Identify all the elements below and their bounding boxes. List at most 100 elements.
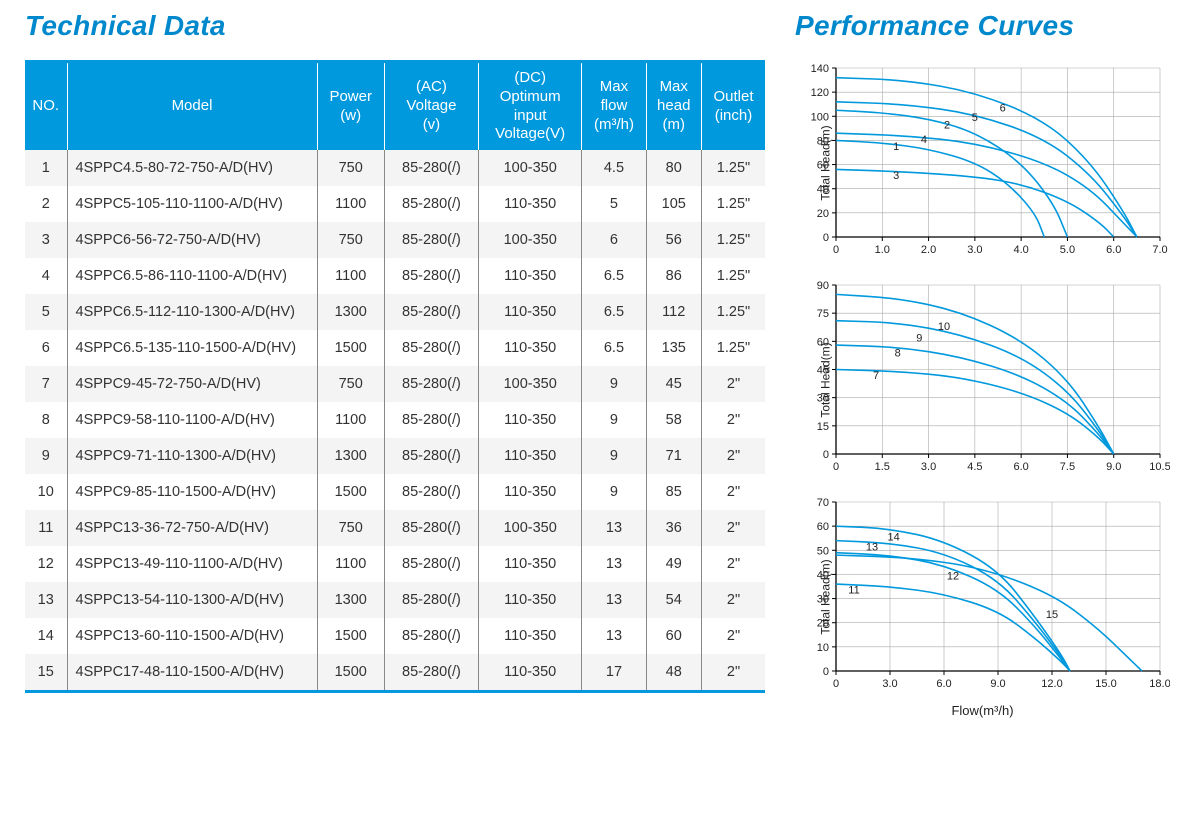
svg-text:9.0: 9.0 [990,678,1005,690]
cell-ac: 85-280(/) [384,654,478,692]
cell-power: 1500 [317,618,384,654]
svg-text:5.0: 5.0 [1060,244,1075,256]
svg-text:10.5: 10.5 [1149,461,1170,473]
table-row: 144SPPC13-60-110-1500-A/D(HV)150085-280(… [25,618,765,654]
cell-model: 4SPPC13-54-110-1300-A/D(HV) [67,582,317,618]
cell-ac: 85-280(/) [384,150,478,186]
svg-text:70: 70 [817,497,829,509]
cell-model: 4SPPC9-58-110-1100-A/D(HV) [67,402,317,438]
svg-text:20: 20 [817,208,829,220]
cell-flow: 6.5 [582,258,646,294]
svg-text:2.0: 2.0 [921,244,936,256]
chart-p2: 015304560759001.53.04.56.07.59.010.57891… [790,277,1170,482]
cell-ac: 85-280(/) [384,366,478,402]
cell-ac: 85-280(/) [384,330,478,366]
cell-dc: 110-350 [478,402,581,438]
cell-dc: 110-350 [478,654,581,692]
cell-power: 1500 [317,474,384,510]
cell-outlet: 2" [701,510,765,546]
cell-head: 58 [646,402,701,438]
cell-model: 4SPPC17-48-110-1500-A/D(HV) [67,654,317,692]
cell-power: 750 [317,150,384,186]
cell-dc: 110-350 [478,474,581,510]
cell-power: 1500 [317,654,384,692]
cell-dc: 110-350 [478,546,581,582]
cell-flow: 6.5 [582,294,646,330]
cell-outlet: 2" [701,618,765,654]
cell-ac: 85-280(/) [384,294,478,330]
svg-text:1.5: 1.5 [875,461,890,473]
cell-head: 86 [646,258,701,294]
curve-2 [836,110,1067,237]
svg-text:6.0: 6.0 [1013,461,1028,473]
col-header-outlet: Outlet(inch) [701,62,765,151]
cell-flow: 6 [582,222,646,258]
svg-text:0: 0 [833,461,839,473]
svg-text:120: 120 [811,87,829,99]
cell-power: 750 [317,222,384,258]
cell-outlet: 2" [701,546,765,582]
table-row: 114SPPC13-36-72-750-A/D(HV)75085-280(/)1… [25,510,765,546]
cell-dc: 100-350 [478,366,581,402]
cell-no: 5 [25,294,67,330]
cell-no: 6 [25,330,67,366]
svg-text:7.0: 7.0 [1152,244,1167,256]
cell-flow: 13 [582,582,646,618]
cell-model: 4SPPC13-49-110-1100-A/D(HV) [67,546,317,582]
cell-model: 4SPPC13-60-110-1500-A/D(HV) [67,618,317,654]
svg-text:2: 2 [944,119,950,131]
cell-power: 750 [317,510,384,546]
cell-model: 4SPPC13-36-72-750-A/D(HV) [67,510,317,546]
table-title: Technical Data [25,10,765,42]
cell-head: 85 [646,474,701,510]
col-header-power: Power(w) [317,62,384,151]
cell-dc: 100-350 [478,510,581,546]
chart-wrap-p3: Total Head(m)01020304050607003.06.09.012… [790,494,1175,699]
table-row: 54SPPC6.5-112-110-1300-A/D(HV)130085-280… [25,294,765,330]
cell-head: 54 [646,582,701,618]
svg-text:15: 15 [1046,609,1058,621]
cell-model: 4SPPC6-56-72-750-A/D(HV) [67,222,317,258]
svg-text:6: 6 [1000,102,1006,114]
table-row: 34SPPC6-56-72-750-A/D(HV)75085-280(/)100… [25,222,765,258]
cell-dc: 100-350 [478,222,581,258]
cell-model: 4SPPC9-71-110-1300-A/D(HV) [67,438,317,474]
svg-text:7: 7 [873,370,879,382]
svg-text:4: 4 [921,134,927,146]
cell-power: 1300 [317,582,384,618]
technical-data-table: NO.ModelPower(w)(AC)Voltage(v)(DC)Optimu… [25,60,765,693]
svg-text:0: 0 [833,244,839,256]
table-row: 154SPPC17-48-110-1500-A/D(HV)150085-280(… [25,654,765,692]
cell-no: 12 [25,546,67,582]
cell-ac: 85-280(/) [384,438,478,474]
cell-head: 56 [646,222,701,258]
charts-title: Performance Curves [795,10,1175,42]
svg-text:15: 15 [817,421,829,433]
col-header-dc: (DC)OptimuminputVoltage(V) [478,62,581,151]
svg-text:0: 0 [823,232,829,244]
chart-p1: 02040608010012014001.02.03.04.05.06.07.0… [790,60,1170,265]
cell-model: 4SPPC9-85-110-1500-A/D(HV) [67,474,317,510]
table-row: 104SPPC9-85-110-1500-A/D(HV)150085-280(/… [25,474,765,510]
performance-curves-section: Performance Curves Total Head(m)02040608… [790,10,1175,718]
svg-text:9.0: 9.0 [1106,461,1121,473]
cell-no: 3 [25,222,67,258]
svg-text:15.0: 15.0 [1095,678,1116,690]
cell-dc: 110-350 [478,330,581,366]
cell-model: 4SPPC6.5-135-110-1500-A/D(HV) [67,330,317,366]
svg-text:0: 0 [823,449,829,461]
cell-no: 8 [25,402,67,438]
technical-data-section: Technical Data NO.ModelPower(w)(AC)Volta… [25,10,765,718]
cell-outlet: 1.25" [701,330,765,366]
cell-power: 1100 [317,546,384,582]
cell-ac: 85-280(/) [384,474,478,510]
svg-text:140: 140 [811,63,829,75]
cell-no: 14 [25,618,67,654]
cell-flow: 9 [582,402,646,438]
cell-power: 1100 [317,402,384,438]
svg-text:100: 100 [811,111,829,123]
cell-no: 11 [25,510,67,546]
cell-no: 15 [25,654,67,692]
curve-15 [836,555,1142,671]
cell-outlet: 2" [701,474,765,510]
